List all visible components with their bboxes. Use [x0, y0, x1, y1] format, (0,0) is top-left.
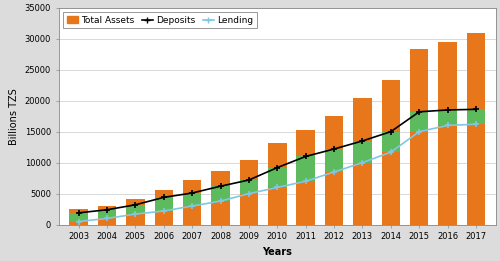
X-axis label: Years: Years [262, 247, 292, 257]
Bar [353, 141, 372, 163]
Bar [183, 180, 202, 225]
Bar [382, 80, 400, 225]
Bar [466, 33, 485, 225]
Bar [98, 210, 116, 218]
Bar [240, 159, 258, 225]
Bar [325, 116, 344, 225]
Bar [183, 193, 202, 206]
Bar [268, 168, 286, 187]
Y-axis label: Billions TZS: Billions TZS [9, 88, 19, 145]
Bar [325, 149, 344, 172]
Bar [70, 213, 88, 222]
Bar [126, 205, 144, 214]
Bar [240, 180, 258, 194]
Bar [353, 98, 372, 225]
Bar [126, 199, 144, 225]
Bar [382, 132, 400, 152]
Bar [410, 112, 428, 132]
Bar [70, 209, 88, 225]
Bar [296, 130, 315, 225]
Bar [438, 42, 457, 225]
Bar [296, 156, 315, 181]
Bar [154, 190, 173, 225]
Bar [98, 206, 116, 225]
Bar [154, 197, 173, 211]
Legend: Total Assets, Deposits, Lending: Total Assets, Deposits, Lending [63, 12, 257, 28]
Bar [212, 186, 230, 201]
Bar [466, 109, 485, 124]
Bar [410, 49, 428, 225]
Bar [212, 171, 230, 225]
Bar [438, 110, 457, 126]
Bar [268, 144, 286, 225]
